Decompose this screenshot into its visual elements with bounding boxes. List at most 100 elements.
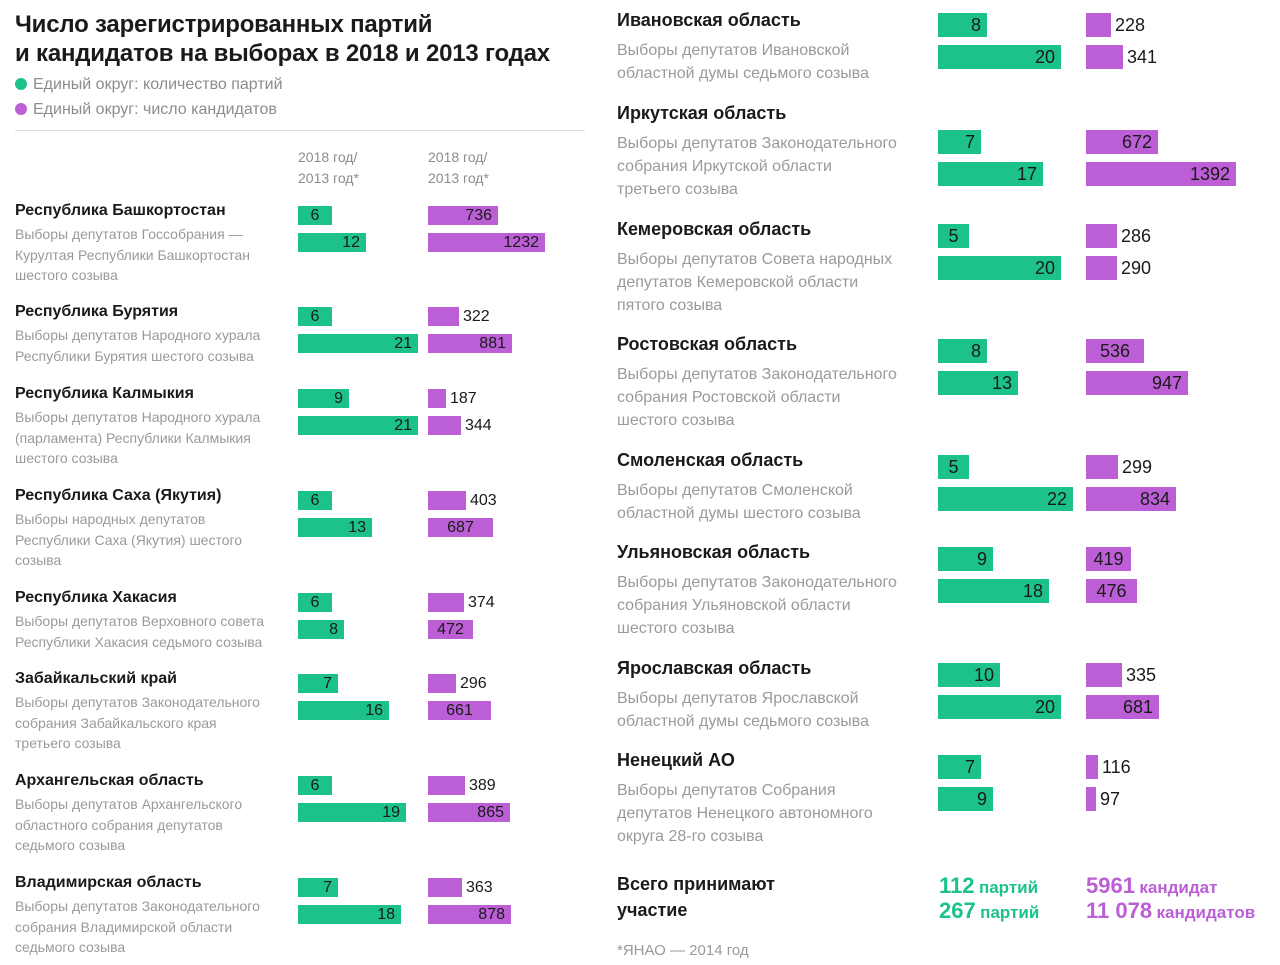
region-10-description: Выборы депутатов Законодательного собран… — [617, 135, 897, 198]
region-10-candidates-2018-bar — [1086, 130, 1158, 154]
region-14-candidates-2018-bar-label: 419 — [1093, 549, 1124, 569]
region-4-parties-2013-bar-label: 13 — [348, 519, 366, 536]
region-14-parties-2013-bar-label: 18 — [1022, 581, 1043, 601]
region-12-parties-2018-bar — [938, 339, 987, 363]
region-5-parties-2018-bar-label: 6 — [310, 594, 320, 611]
region-4-parties-2018-bar-label: 6 — [310, 492, 320, 509]
region-6-candidates-2013-bar — [428, 701, 491, 720]
region-15-candidates-2018-bar — [1086, 663, 1122, 687]
region-13-parties-2018-bar — [938, 455, 969, 479]
region-11-parties-2018-bar-label: 5 — [948, 226, 959, 246]
region-8-description: Выборы депутатов Законодательного собран… — [15, 898, 260, 955]
region-13-candidates-2018-bar-label: 299 — [1122, 457, 1153, 477]
region-16-candidates-2013-bar — [1086, 787, 1096, 811]
region-2-candidates-2013-bar-label: 881 — [479, 335, 506, 352]
region-1-candidates-2013-bar — [428, 233, 545, 252]
region-10-parties-2013-bar — [938, 162, 1043, 186]
region-6-parties-2013-bar-label: 16 — [365, 702, 383, 719]
region-10-candidates-2013-bar — [1086, 162, 1236, 186]
footnote: *ЯНАО — 2014 год — [617, 942, 749, 959]
region-8-parties-2013-bar-label: 18 — [377, 906, 395, 923]
region-2-description: Выборы депутатов Народного хурала Респуб… — [15, 327, 261, 364]
region-11-candidates-2018-bar-label: 286 — [1121, 226, 1152, 246]
region-9-parties-2018-bar-label: 8 — [970, 15, 981, 35]
region-9-parties-2013-bar-label: 20 — [1034, 47, 1055, 67]
region-9-candidates-2018-bar — [1086, 13, 1111, 37]
region-7-parties-2013-bar — [298, 803, 406, 822]
region-2-candidates-2013-bar — [428, 334, 512, 353]
region-7-description: Выборы депутатов Архангельского областно… — [15, 796, 243, 853]
region-13-candidates-2013-bar — [1086, 487, 1176, 511]
region-9-candidates-2013-bar-label: 341 — [1127, 47, 1158, 67]
region-11-parties-2018-bar — [938, 224, 969, 248]
region-11-description: Выборы депутатов Совета народных депутат… — [617, 251, 893, 314]
region-2-candidates-2018-bar-label: 322 — [463, 308, 490, 325]
region-14-candidates-2013-bar — [1086, 579, 1137, 603]
region-10-candidates-2013-bar-label: 1392 — [1189, 164, 1230, 184]
region-4-candidates-2013-bar — [428, 518, 493, 537]
region-6-parties-2018-bar-label: 7 — [323, 675, 332, 692]
region-16-parties-2013-bar — [938, 787, 993, 811]
region-15-parties-2018-bar-label: 10 — [973, 665, 994, 685]
region-11-parties-2013-bar-label: 20 — [1034, 258, 1055, 278]
region-12-candidates-2018-bar — [1086, 339, 1144, 363]
region-12-parties-2013-bar — [938, 371, 1018, 395]
region-6-name: Забайкальский край — [15, 670, 177, 687]
region-15-parties-2013-bar-label: 20 — [1034, 697, 1055, 717]
total-candidates-2013-unit: кандидатов — [1156, 903, 1256, 922]
region-5-candidates-2018-bar-label: 374 — [468, 594, 495, 611]
region-14-name: Ульяновская область — [617, 542, 811, 562]
region-5-candidates-2013-bar-label: 472 — [437, 621, 464, 638]
region-3-candidates-2013-bar — [428, 416, 461, 435]
region-4-parties-2013-bar — [298, 518, 372, 537]
legend-swatch-parties — [15, 78, 27, 90]
region-14-description: Выборы депутатов Законодательного собран… — [617, 574, 897, 637]
region-7-candidates-2018-bar — [428, 776, 465, 795]
total-candidates-2013-number: 11 078 — [1086, 898, 1153, 923]
region-1-description: Выборы депутатов Госсобрания — Курултая … — [15, 226, 251, 283]
region-10-candidates-2018-bar-label: 672 — [1121, 132, 1152, 152]
region-13-candidates-2013-bar-label: 834 — [1139, 489, 1170, 509]
region-5-candidates-2013-bar — [428, 620, 473, 639]
region-8-parties-2013-bar — [298, 905, 401, 924]
legend-swatch-candidates — [15, 103, 27, 115]
total-parties-2013: 267 партий — [939, 898, 1039, 924]
region-9-parties-2013-bar — [938, 45, 1061, 69]
region-1-candidates-2018-bar — [428, 206, 498, 225]
legend-label-parties: Единый округ: количество партий — [33, 76, 283, 93]
region-3-candidates-2018-bar-label: 187 — [450, 390, 477, 407]
column-header-parties: 2018 год/ 2013 год* — [298, 149, 359, 186]
region-1-parties-2013-bar — [298, 233, 366, 252]
region-10-parties-2018-bar — [938, 130, 981, 154]
region-14-parties-2013-bar — [938, 579, 1049, 603]
region-9-description: Выборы депутатов Ивановской областной ду… — [617, 42, 870, 82]
region-4-name: Республика Саха (Якутия) — [15, 487, 222, 504]
region-10-parties-2013-bar-label: 17 — [1016, 164, 1037, 184]
region-15-candidates-2013-bar-label: 681 — [1122, 697, 1153, 717]
region-12-parties-2013-bar-label: 13 — [991, 373, 1012, 393]
column-header-candidates: 2018 год/ 2013 год* — [428, 149, 489, 186]
region-8-parties-2018-bar — [298, 878, 338, 897]
region-14-candidates-2013-bar-label: 476 — [1096, 581, 1127, 601]
region-7-candidates-2013-bar-label: 865 — [477, 804, 504, 821]
region-1-candidates-2013-bar-label: 1232 — [503, 234, 539, 251]
region-8-parties-2018-bar-label: 7 — [323, 879, 332, 896]
region-6-candidates-2018-bar — [428, 674, 456, 693]
region-6-candidates-2018-bar-label: 296 — [460, 675, 487, 692]
region-8-name: Владимирская область — [15, 874, 202, 891]
region-7-candidates-2013-bar — [428, 803, 510, 822]
region-16-candidates-2013-bar-label: 97 — [1100, 789, 1121, 809]
region-11-parties-2013-bar — [938, 256, 1061, 280]
region-13-parties-2018-bar-label: 5 — [948, 457, 959, 477]
region-15-candidates-2018-bar-label: 335 — [1126, 665, 1157, 685]
region-16-candidates-2018-bar-label: 116 — [1102, 757, 1131, 777]
region-15-candidates-2013-bar — [1086, 695, 1159, 719]
region-1-name: Республика Башкортостан — [15, 202, 226, 219]
region-16-parties-2013-bar-label: 9 — [976, 789, 987, 809]
region-8-candidates-2018-bar-label: 363 — [466, 879, 493, 896]
region-5-parties-2018-bar — [298, 593, 332, 612]
region-8-candidates-2013-bar — [428, 905, 511, 924]
total-parties-2018: 112 партий — [939, 873, 1038, 899]
region-5-description: Выборы депутатов Верховного совета Респу… — [15, 613, 264, 650]
region-4-description: Выборы народных депутатов Республики Сах… — [15, 511, 243, 568]
